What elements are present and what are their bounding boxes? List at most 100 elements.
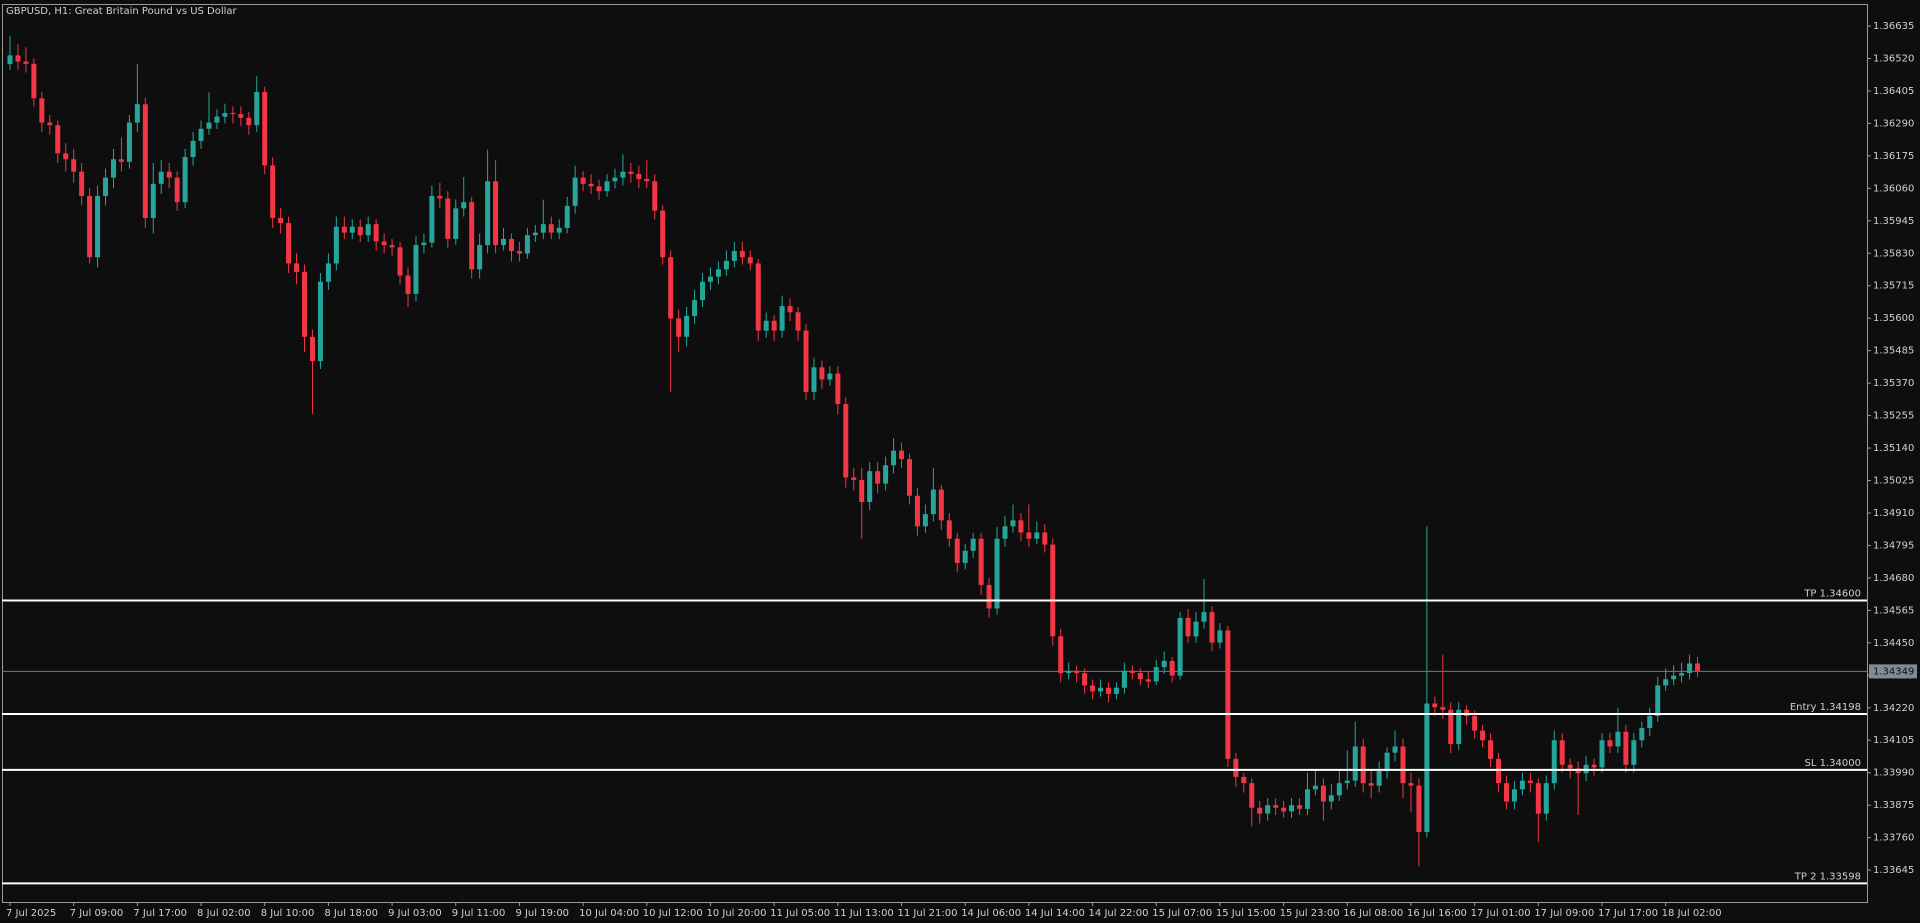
candle-body	[1129, 670, 1135, 674]
x-tick-label: 17 Jul 01:00	[1471, 908, 1531, 919]
candle-body	[891, 450, 897, 466]
candle-body	[461, 202, 467, 209]
candle-body	[723, 260, 729, 270]
x-tick-label: 7 Jul 17:00	[133, 908, 187, 919]
candle-body	[739, 251, 745, 258]
candle-body	[954, 538, 960, 563]
candle-body	[254, 92, 260, 126]
candle-body	[1647, 715, 1653, 729]
candle-body	[1193, 621, 1199, 637]
y-tick-label: 1.36060	[1873, 183, 1914, 194]
x-tick-label: 16 Jul 16:00	[1407, 908, 1467, 919]
candle-body	[31, 63, 37, 99]
candle-body	[803, 330, 809, 392]
candle-body	[477, 245, 483, 270]
candle-body	[1408, 783, 1414, 786]
candle-body	[795, 312, 801, 331]
candle-body	[405, 275, 411, 294]
candle-body	[341, 226, 347, 233]
x-tick-label: 11 Jul 05:00	[770, 908, 830, 919]
candle-body	[1400, 746, 1406, 784]
candle-body	[819, 367, 825, 380]
candle-body	[1591, 764, 1597, 768]
candle-body	[1440, 707, 1446, 710]
candle-body	[190, 140, 196, 158]
candle-body	[628, 171, 634, 174]
candle-body	[1297, 805, 1303, 809]
candle-body	[787, 306, 793, 313]
candle-body	[1121, 670, 1127, 688]
candle-body	[1113, 687, 1119, 694]
candle-body	[564, 205, 570, 228]
candle-body	[1034, 532, 1040, 539]
y-tick-label: 1.35485	[1873, 346, 1914, 357]
candle-body	[1185, 618, 1191, 637]
candle-body	[1695, 663, 1701, 672]
candle-body	[1050, 544, 1056, 637]
candle-body	[501, 238, 507, 246]
candle-body	[692, 300, 698, 316]
candle-body	[421, 242, 427, 246]
candle-body	[485, 181, 491, 246]
candle-body	[1607, 740, 1613, 747]
candle-body	[1177, 618, 1183, 676]
candle-body	[612, 177, 618, 182]
candle-body	[1615, 731, 1621, 747]
candle-body	[1225, 630, 1231, 759]
candle-body	[150, 183, 156, 218]
candle-body	[1663, 679, 1669, 686]
candle-body	[1424, 703, 1430, 832]
candle-body	[1551, 740, 1557, 784]
candle-body	[1336, 783, 1342, 796]
candle-body	[620, 171, 626, 178]
y-tick-label: 1.35370	[1873, 378, 1914, 389]
y-tick-label: 1.36290	[1873, 118, 1914, 129]
x-tick-label: 10 Jul 20:00	[706, 908, 766, 919]
y-tick-label: 1.35255	[1873, 411, 1914, 422]
candle-body	[286, 223, 292, 264]
candle-body	[1360, 746, 1366, 784]
candle-body	[930, 489, 936, 515]
candle-body	[1066, 670, 1072, 674]
level-label: SL 1.34000	[1805, 758, 1861, 769]
candle-body	[365, 224, 371, 236]
candle-body	[1639, 728, 1645, 741]
candle-body	[994, 538, 1000, 609]
candle-body	[214, 116, 220, 123]
x-tick-label: 9 Jul 11:00	[452, 908, 506, 919]
candle-body	[15, 55, 21, 62]
y-tick-label: 1.33990	[1873, 768, 1914, 779]
candle-body	[1527, 780, 1533, 784]
candle-body	[158, 171, 164, 184]
y-tick-label: 1.34795	[1873, 540, 1914, 551]
last-price-box	[1869, 664, 1917, 679]
candle-body	[779, 306, 785, 331]
candle-body	[962, 550, 968, 563]
candle-body	[262, 92, 268, 166]
candle-body	[1153, 667, 1159, 682]
candle-body	[700, 281, 706, 301]
candle-body	[397, 247, 403, 276]
candle-body	[715, 269, 721, 277]
candle-body	[174, 177, 180, 203]
x-tick-label: 14 Jul 14:00	[1025, 908, 1085, 919]
candle-body	[206, 122, 212, 129]
candle-body	[142, 104, 148, 218]
candle-body	[357, 226, 363, 236]
candle-body	[1511, 789, 1517, 802]
chart-title: GBPUSD, H1: Great Britain Pound vs US Do…	[6, 6, 238, 17]
candle-body	[946, 520, 952, 539]
candle-body	[859, 479, 865, 502]
candle-body	[596, 186, 602, 192]
candle-body	[294, 263, 300, 272]
y-tick-label: 1.35830	[1873, 248, 1914, 259]
candle-body	[1217, 630, 1223, 643]
x-tick-label: 15 Jul 15:00	[1216, 908, 1276, 919]
candle-body	[55, 125, 61, 154]
candle-body	[1416, 785, 1422, 832]
candle-body	[1010, 520, 1016, 527]
candle-body	[899, 450, 905, 460]
candle-body	[914, 495, 920, 527]
candle-body	[1273, 805, 1279, 808]
